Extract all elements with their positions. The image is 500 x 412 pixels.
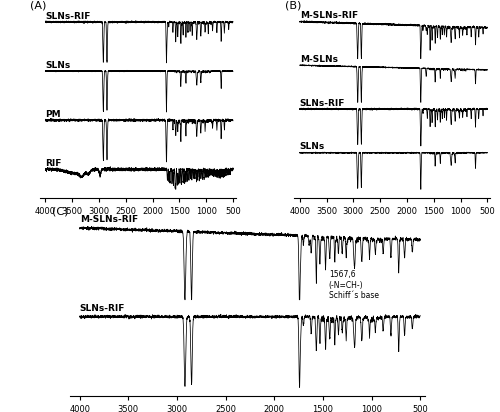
Text: SLNs-RIF: SLNs-RIF (46, 12, 90, 21)
X-axis label: cm⁻¹: cm⁻¹ (380, 218, 404, 229)
Text: RIF: RIF (46, 159, 62, 168)
Text: (A): (A) (30, 0, 46, 10)
Text: M-SLNs-RIF: M-SLNs-RIF (300, 11, 358, 20)
Text: M-SLNs: M-SLNs (300, 55, 338, 64)
Text: M-SLNs-RIF: M-SLNs-RIF (80, 215, 138, 225)
Text: 1567,6
(-N=CH-)
Schiff´s base: 1567,6 (-N=CH-) Schiff´s base (328, 270, 378, 300)
Text: SLNs: SLNs (300, 143, 325, 151)
Text: (C): (C) (52, 206, 69, 217)
Text: PM: PM (46, 110, 61, 119)
Text: SLNs-RIF: SLNs-RIF (80, 304, 125, 313)
Text: SLNs-RIF: SLNs-RIF (300, 98, 345, 108)
Text: (B): (B) (284, 0, 301, 10)
X-axis label: cm⁻¹: cm⁻¹ (126, 218, 150, 229)
Text: SLNs: SLNs (46, 61, 70, 70)
